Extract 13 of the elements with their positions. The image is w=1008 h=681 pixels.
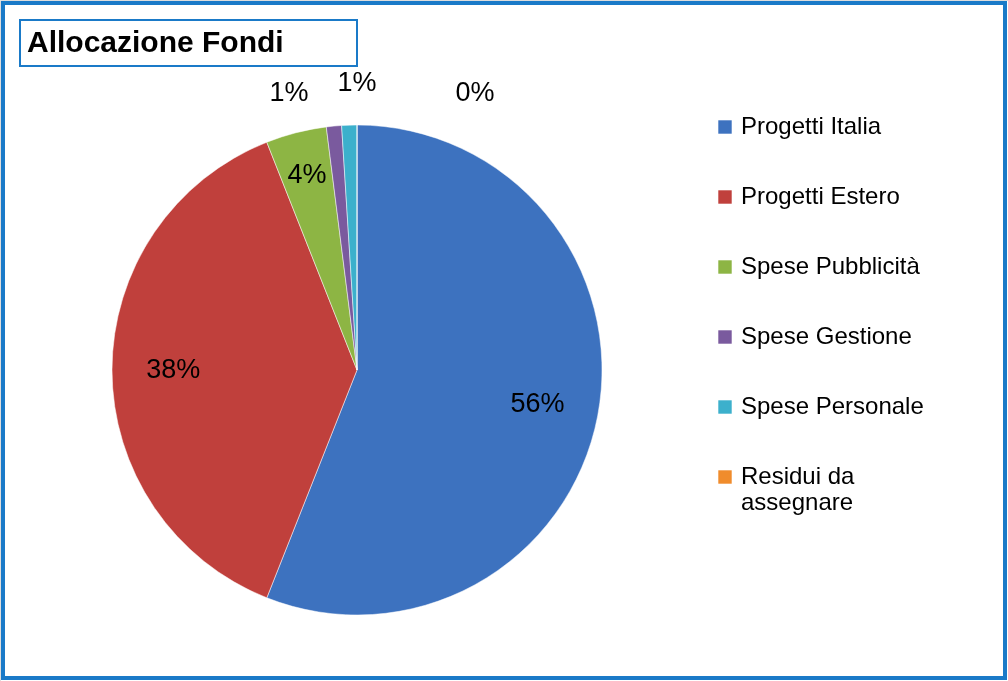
data-label: 1% [337, 67, 377, 97]
legend-label: Spese Personale [741, 392, 924, 419]
data-label: 1% [269, 77, 309, 107]
legend-label: Residui da assegnare [741, 462, 856, 515]
data-label: 4% [287, 159, 327, 190]
legend-label: Progetti Italia [741, 112, 882, 139]
data-label: 38% [146, 354, 201, 384]
data-label: 56% [510, 388, 565, 419]
text: 0% [455, 77, 495, 107]
legend-label: Spese Pubblicità [741, 252, 921, 279]
legend-label: Spese Gestione [741, 322, 912, 349]
chart-title: Allocazione Fondi [27, 25, 284, 58]
legend-label: Progetti Estero [741, 182, 900, 209]
